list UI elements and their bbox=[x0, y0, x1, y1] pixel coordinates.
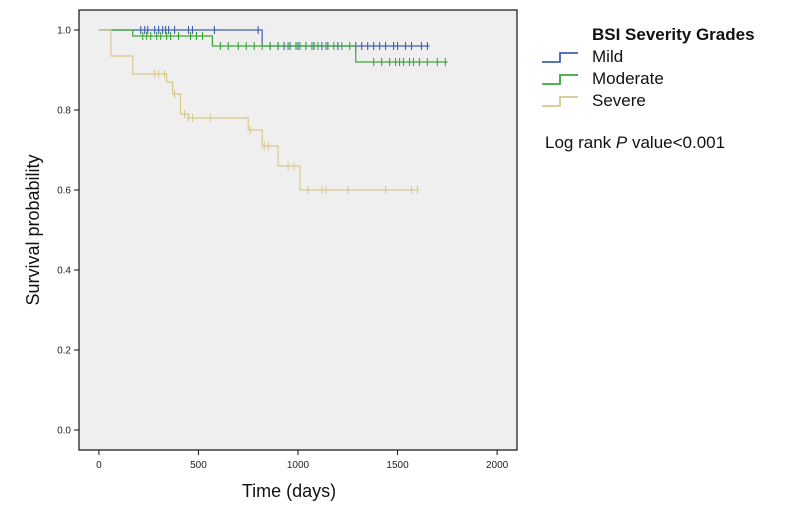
censor-mark-mild-31 bbox=[403, 42, 409, 50]
y-tick-label-5: 1.0 bbox=[57, 26, 71, 37]
censor-mark-moderate-17 bbox=[267, 42, 273, 50]
censor-mark-mild-26 bbox=[371, 42, 377, 50]
censor-mark-moderate-34 bbox=[401, 58, 407, 66]
censor-mark-moderate-15 bbox=[251, 42, 257, 50]
annotation-value: value<0.001 bbox=[627, 133, 726, 152]
x-tick-label-0: 0 bbox=[96, 460, 102, 471]
censor-mark-mild-24 bbox=[359, 42, 365, 50]
censor-mark-moderate-28 bbox=[347, 42, 353, 50]
censor-mark-severe-18 bbox=[408, 186, 414, 194]
censor-mark-moderate-29 bbox=[371, 58, 377, 66]
log-rank-annotation: Log rank P value<0.001 bbox=[545, 133, 725, 153]
y-tick-label-3: 0.6 bbox=[57, 186, 71, 197]
censor-mark-moderate-39 bbox=[434, 58, 440, 66]
x-tick-label-2000: 2000 bbox=[486, 460, 509, 471]
censor-mark-severe-16 bbox=[345, 186, 351, 194]
censor-mark-severe-2 bbox=[162, 70, 168, 78]
censor-mark-moderate-10 bbox=[199, 32, 205, 40]
censor-mark-moderate-6 bbox=[168, 32, 174, 40]
censor-mark-moderate-27 bbox=[339, 42, 345, 50]
legend-label-mild: Mild bbox=[592, 47, 624, 66]
censor-mark-severe-10 bbox=[265, 142, 271, 150]
censor-mark-severe-3 bbox=[172, 90, 178, 98]
censor-mark-moderate-9 bbox=[193, 32, 199, 40]
censor-mark-severe-6 bbox=[189, 114, 195, 122]
censor-mark-mild-10 bbox=[189, 26, 195, 34]
censor-mark-moderate-21 bbox=[297, 42, 303, 50]
censor-mark-severe-11 bbox=[285, 162, 291, 170]
legend-swatch-severe bbox=[542, 96, 578, 107]
y-axis-title: Survival probability bbox=[23, 154, 43, 305]
censor-mark-moderate-13 bbox=[235, 42, 241, 50]
censor-mark-moderate-14 bbox=[243, 42, 249, 50]
x-tick-label-1000: 1000 bbox=[287, 460, 310, 471]
censor-mark-mild-7 bbox=[166, 26, 172, 34]
censor-mark-moderate-7 bbox=[176, 32, 182, 40]
y-axis: 0.0 0.2 0.4 0.6 0.8 1.0 bbox=[57, 26, 79, 437]
censor-mark-moderate-36 bbox=[410, 58, 416, 66]
censor-mark-moderate-37 bbox=[416, 58, 422, 66]
censor-mark-mild-11 bbox=[211, 26, 217, 34]
censor-mark-moderate-26 bbox=[331, 42, 337, 50]
censor-mark-severe-7 bbox=[207, 114, 213, 122]
censor-mark-mild-27 bbox=[377, 42, 383, 50]
legend-item-mild: Mild bbox=[540, 46, 755, 68]
censor-mark-severe-15 bbox=[323, 186, 329, 194]
censor-mark-mild-8 bbox=[172, 26, 178, 34]
x-tick-label-1500: 1500 bbox=[386, 460, 409, 471]
censor-mark-severe-8 bbox=[247, 126, 253, 134]
legend: BSI Severity Grades Mild Moderate Severe bbox=[540, 24, 755, 112]
x-tick-label-500: 500 bbox=[190, 460, 207, 471]
censor-mark-severe-19 bbox=[414, 186, 420, 194]
censor-mark-moderate-38 bbox=[424, 58, 430, 66]
censor-mark-severe-12 bbox=[291, 162, 297, 170]
censor-mark-severe-1 bbox=[156, 70, 162, 78]
censor-mark-moderate-18 bbox=[275, 42, 281, 50]
y-tick-label-4: 0.8 bbox=[57, 106, 71, 117]
legend-swatch-mild bbox=[542, 52, 578, 63]
censor-mark-moderate-12 bbox=[225, 42, 231, 50]
y-tick-label-2: 0.4 bbox=[57, 266, 71, 277]
annotation-prefix: Log rank bbox=[545, 133, 616, 152]
censor-mark-severe-4 bbox=[182, 110, 188, 118]
censor-mark-mild-30 bbox=[395, 42, 401, 50]
censor-mark-mild-2 bbox=[145, 26, 151, 34]
censor-mark-moderate-24 bbox=[315, 42, 321, 50]
censor-mark-mild-34 bbox=[424, 42, 430, 50]
censor-mark-mild-32 bbox=[408, 42, 414, 50]
censor-mark-moderate-16 bbox=[259, 42, 265, 50]
series-line-moderate bbox=[98, 29, 448, 63]
censor-mark-mild-33 bbox=[418, 42, 424, 50]
survival-curves bbox=[98, 26, 448, 194]
legend-swatch-moderate bbox=[542, 74, 578, 85]
legend-title: BSI Severity Grades bbox=[592, 25, 755, 44]
censor-mark-moderate-8 bbox=[187, 32, 193, 40]
plot-background bbox=[78, 9, 518, 451]
legend-item-moderate: Moderate bbox=[540, 68, 755, 90]
legend-label-moderate: Moderate bbox=[592, 69, 664, 88]
censor-mark-moderate-25 bbox=[323, 42, 329, 50]
y-tick-label-1: 0.2 bbox=[57, 346, 71, 357]
annotation-p-symbol: P bbox=[615, 133, 628, 152]
censor-mark-moderate-22 bbox=[303, 42, 309, 50]
censor-mark-severe-17 bbox=[383, 186, 389, 194]
censor-mark-moderate-40 bbox=[442, 58, 448, 66]
censor-mark-moderate-4 bbox=[158, 32, 164, 40]
censor-mark-moderate-19 bbox=[285, 42, 291, 50]
x-axis: 0 500 1000 1500 2000 bbox=[96, 450, 509, 471]
censor-mark-moderate-2 bbox=[148, 32, 154, 40]
censor-mark-severe-13 bbox=[305, 186, 311, 194]
legend-label-severe: Severe bbox=[592, 91, 646, 110]
censor-mark-moderate-30 bbox=[379, 58, 385, 66]
censor-mark-mild-12 bbox=[255, 26, 261, 34]
censor-mark-moderate-11 bbox=[217, 42, 223, 50]
censor-mark-mild-28 bbox=[383, 42, 389, 50]
legend-item-severe: Severe bbox=[540, 90, 755, 112]
censor-mark-moderate-31 bbox=[387, 58, 393, 66]
censor-mark-mild-25 bbox=[365, 42, 371, 50]
censor-mark-moderate-23 bbox=[309, 42, 315, 50]
x-axis-title: Time (days) bbox=[242, 481, 336, 501]
y-tick-label-0: 0.0 bbox=[57, 426, 71, 437]
